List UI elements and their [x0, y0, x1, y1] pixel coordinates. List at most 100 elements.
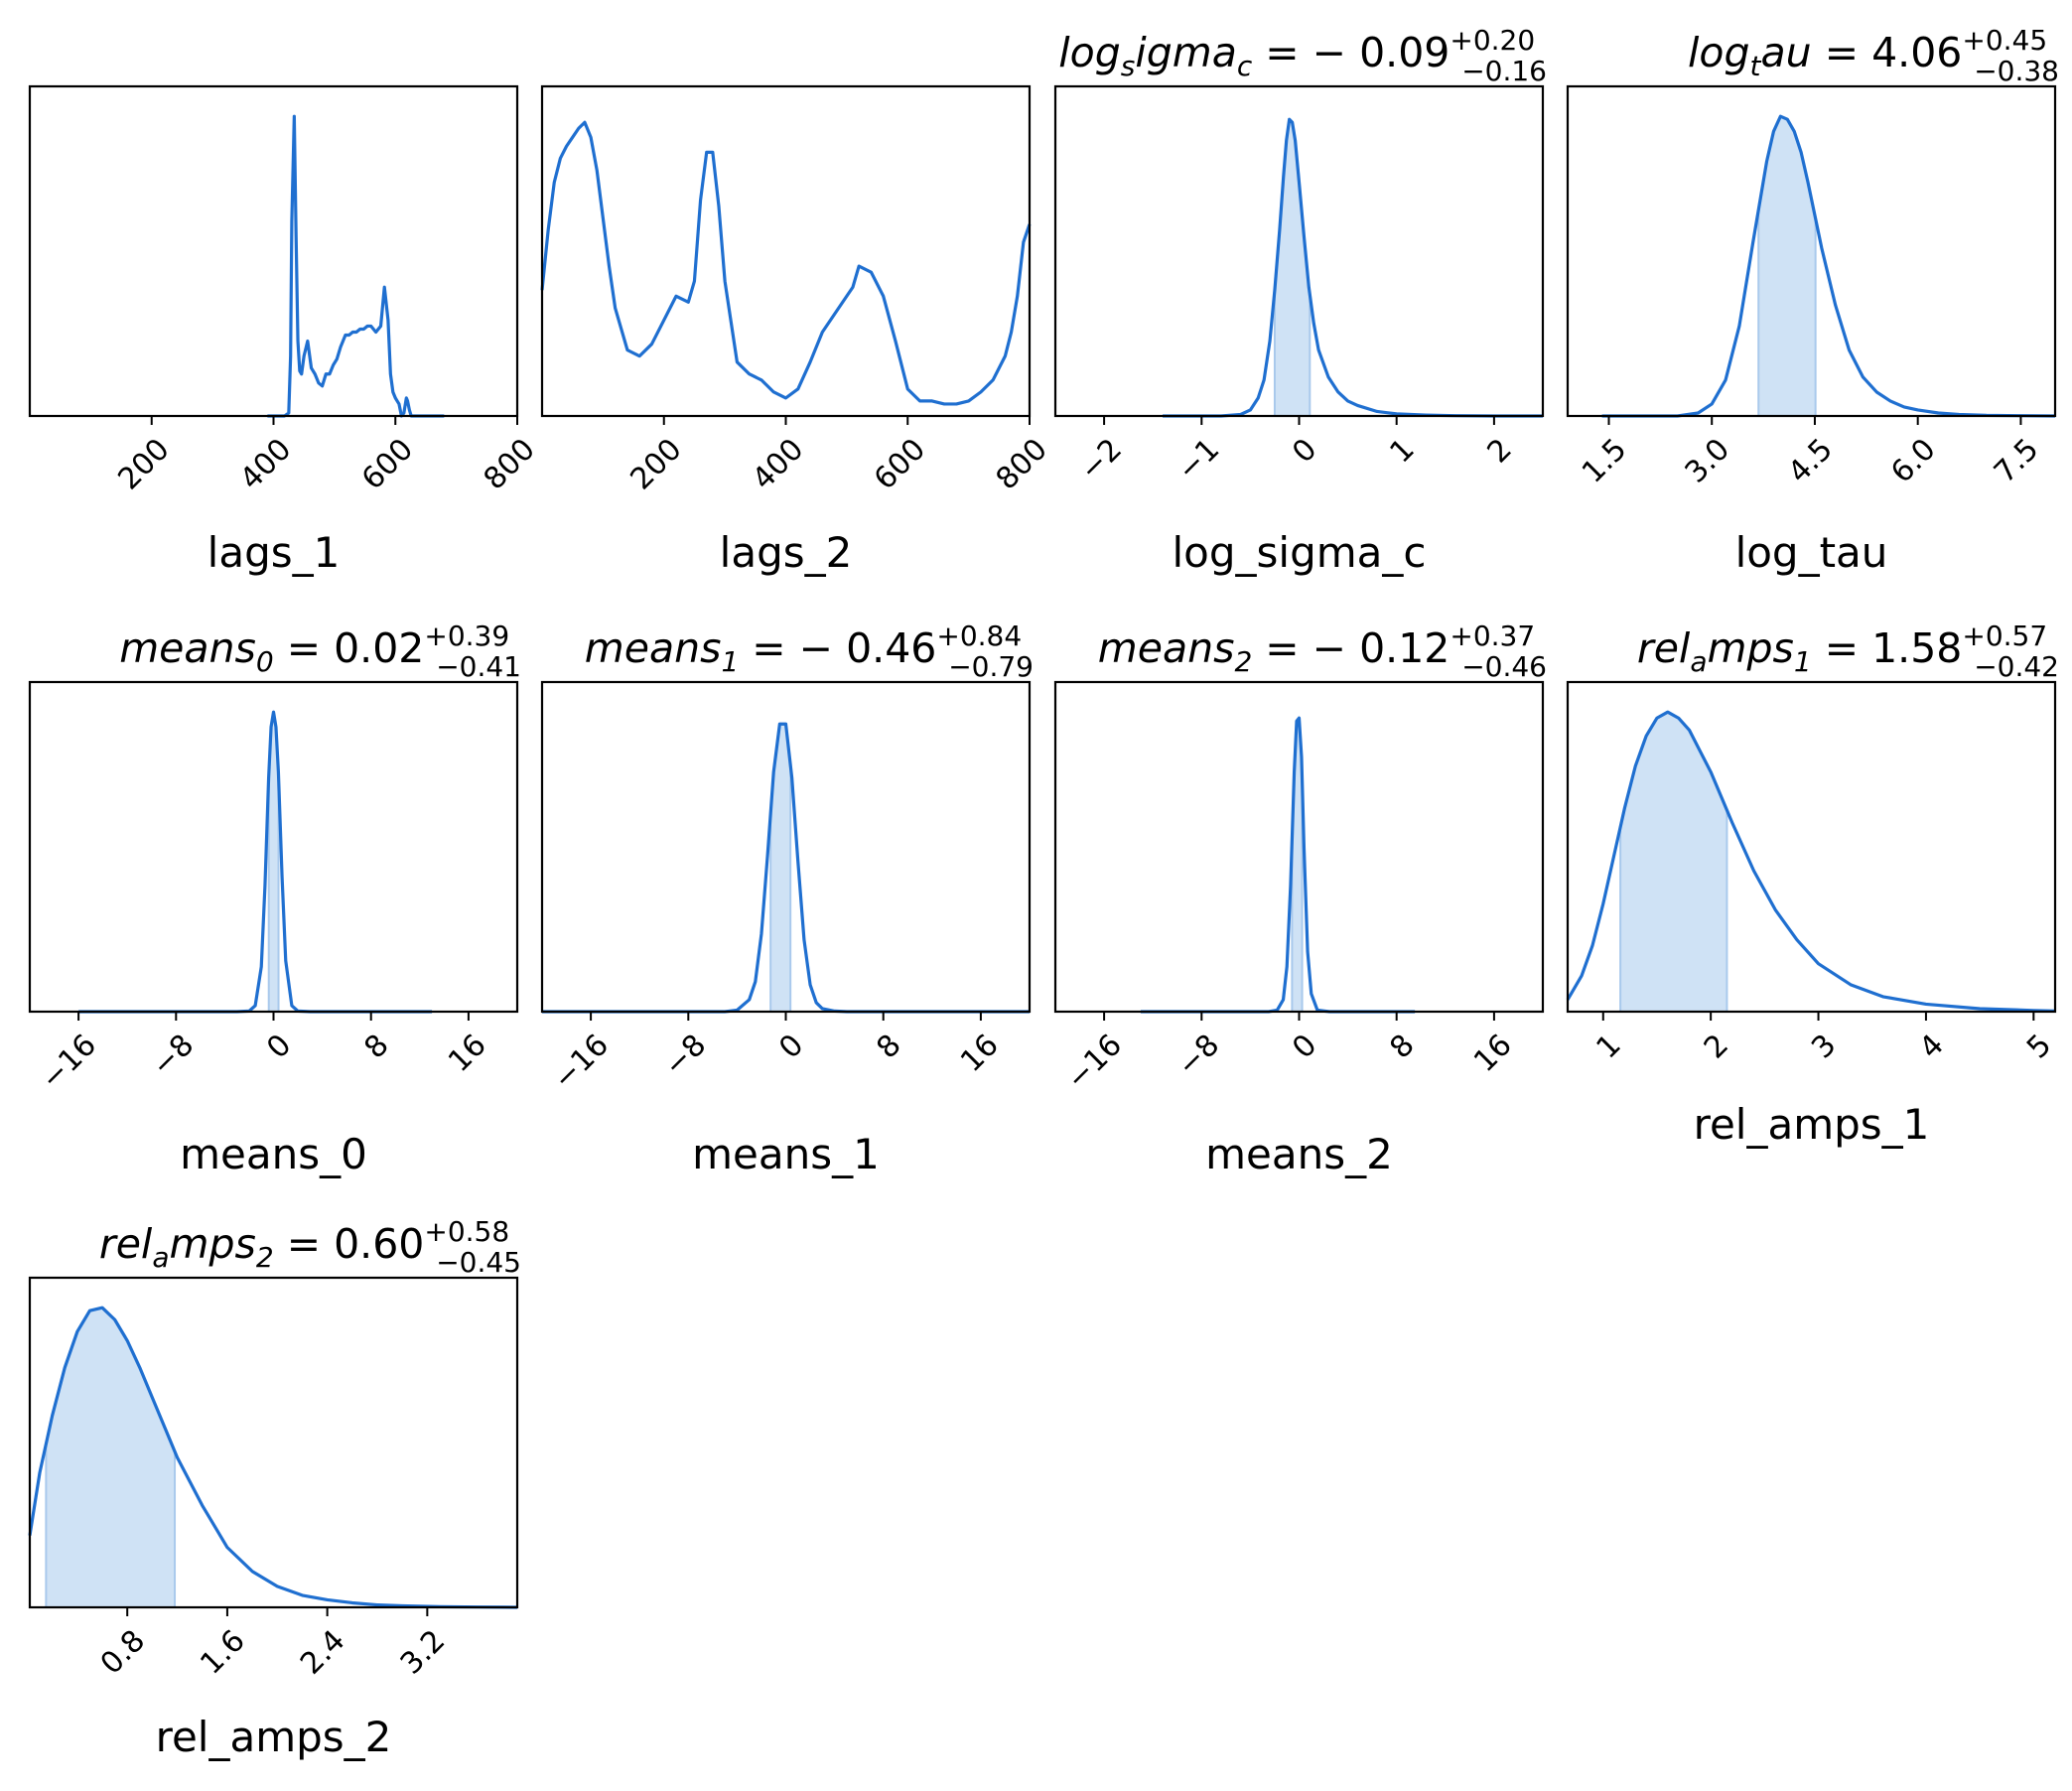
title-base: means — [1098, 624, 1235, 672]
title-value: = 0.02 — [274, 624, 425, 672]
x-axis-label-means_0: means_0 — [180, 1130, 367, 1178]
x-tick-label-rel_amps_1: 3 — [1805, 1028, 1843, 1065]
panel-title-means_0: means0 = 0.02+0.39 −0.41 — [119, 620, 521, 683]
title-base: means — [119, 624, 256, 672]
x-tick-label-log_tau: 7.5 — [1988, 432, 2045, 489]
x-tick-label-means_0: −8 — [145, 1028, 201, 1083]
x-axis-label-means_1: means_1 — [692, 1130, 880, 1178]
title-base: means — [585, 624, 722, 672]
panel-means_1: −16 −8 0 8 16 means_1 means1 = − 0.46+0.84 −0.7… — [540, 620, 1034, 1178]
axes-frame-lags_1 — [28, 84, 519, 418]
x-tick-label-means_0: 8 — [357, 1028, 395, 1065]
credible-band-means_1 — [770, 724, 791, 1012]
x-tick-label-log_sigma_c: 1 — [1383, 432, 1421, 470]
panel-title-log_sigma_c: logsigmac = − 0.09+0.20 −0.16 — [1058, 24, 1547, 87]
x-tick-label-means_1: −16 — [547, 1028, 617, 1097]
density-line-rel_amps_1 — [1566, 710, 2056, 1013]
title-subscript: a — [1690, 645, 1707, 678]
x-tick-label-means_2: 8 — [1383, 1028, 1421, 1065]
panel-lags_1: 200 400 600 800 lags_1 — [28, 84, 542, 577]
x-axis-label-means_2: means_2 — [1205, 1130, 1393, 1178]
x-tick-label-log_tau: 4.5 — [1781, 432, 1839, 489]
panel-means_2: −16 −8 0 8 16 means_2 means2 = − 0.12+0.37 −0.4… — [1053, 620, 1547, 1178]
title-rest: mps — [170, 1220, 256, 1268]
x-tick-label-rel_amps_2: 0.8 — [94, 1623, 152, 1681]
density-line-means_0 — [78, 710, 433, 1014]
x-tick-label-means_2: 16 — [1467, 1028, 1519, 1079]
x-axis-label-log_tau: log_tau — [1735, 528, 1888, 577]
title-err-down: −0.41 — [436, 650, 521, 683]
title-base: rel — [99, 1220, 153, 1268]
credible-band-log_tau — [1758, 116, 1816, 416]
credible-band-rel_amps_2 — [46, 1308, 176, 1607]
title-subscript: t — [1750, 50, 1762, 82]
density-line-log_tau — [1601, 114, 2056, 418]
axes-frame-lags_2 — [540, 84, 1032, 418]
x-tick-label-log_sigma_c: −1 — [1171, 432, 1226, 487]
title-err-up: +0.45 — [1962, 24, 2047, 57]
x-axis-label-rel_amps_1: rel_amps_1 — [1694, 1100, 1930, 1149]
title-err-down: −0.79 — [948, 650, 1034, 683]
panel-title-log_tau: logtau = 4.06+0.45 −0.38 — [1688, 24, 2059, 87]
x-axis-label-lags_2: lags_2 — [720, 528, 853, 577]
x-tick-label-log_tau: 6.0 — [1884, 432, 1942, 489]
title-err-down: −0.46 — [1461, 650, 1547, 683]
density-line-rel_amps_2 — [28, 1306, 518, 1609]
title-subscript: a — [152, 1241, 169, 1274]
x-tick-label-log_sigma_c: −2 — [1073, 432, 1129, 487]
density-line-means_1 — [542, 722, 1030, 1014]
x-tick-label-lags_2: 200 — [623, 432, 688, 496]
axes-frame-rel_amps_2 — [28, 1276, 519, 1609]
title-subscript-2: 2 — [256, 1241, 274, 1274]
x-tick-label-means_1: −8 — [657, 1028, 713, 1083]
x-tick-label-means_0: −16 — [35, 1028, 104, 1097]
x-tick-label-lags_2: 800 — [990, 432, 1054, 496]
x-tick-label-means_0: 16 — [442, 1028, 493, 1079]
x-tick-label-rel_amps_2: 2.4 — [294, 1623, 351, 1681]
panel-log_tau: 1.5 3.0 4.5 6.0 7.5 log_tau logtau = 4.06+0.45… — [1566, 24, 2059, 577]
title-err-up: +0.58 — [424, 1215, 509, 1248]
x-axis-label-lags_1: lags_1 — [207, 528, 341, 577]
title-rest: au — [1761, 29, 1812, 76]
x-axis-label-rel_amps_2: rel_amps_2 — [156, 1713, 392, 1761]
panel-title-rel_amps_1: relamps1 = 1.58+0.57 −0.42 — [1637, 620, 2059, 683]
x-tick-label-means_2: 0 — [1286, 1028, 1323, 1065]
axes-frame-rel_amps_1 — [1566, 680, 2057, 1014]
title-value: = 0.60 — [274, 1220, 425, 1268]
title-value: = 1.58 — [1812, 624, 1963, 672]
title-err-up: +0.39 — [424, 620, 509, 652]
x-tick-label-means_2: −8 — [1171, 1028, 1226, 1083]
title-err-down: −0.42 — [1974, 650, 2059, 683]
title-value: = 4.06 — [1812, 29, 1963, 76]
density-line-lags_2 — [540, 120, 1032, 406]
x-tick-label-means_1: 0 — [772, 1028, 810, 1065]
x-tick-label-means_1: 16 — [954, 1028, 1006, 1079]
title-err-up: +0.57 — [1962, 620, 2047, 652]
x-tick-label-lags_1: 200 — [111, 432, 176, 496]
axes-frame-log_tau — [1566, 84, 2057, 418]
panel-log_sigma_c: −2 −1 0 1 2 log_sigma_c logsigmac = − 0.09+0.2… — [1053, 24, 1547, 577]
title-value: = − 0.09 — [1252, 29, 1450, 76]
title-subscript: 1 — [721, 645, 739, 678]
density-line-log_sigma_c — [1163, 117, 1543, 418]
x-tick-label-rel_amps_1: 5 — [2020, 1028, 2058, 1065]
title-rest: igma — [1135, 29, 1236, 76]
title-err-up: +0.84 — [936, 620, 1022, 652]
x-tick-label-log_tau: 1.5 — [1576, 432, 1633, 489]
title-base: log — [1058, 29, 1121, 76]
title-base: rel — [1637, 624, 1691, 672]
density-line-means_2 — [1140, 716, 1416, 1014]
title-subscript-2: 1 — [1794, 645, 1812, 678]
credible-band-rel_amps_1 — [1620, 712, 1727, 1012]
title-value: = − 0.46 — [739, 624, 936, 672]
panel-title-means_1: means1 = − 0.46+0.84 −0.79 — [585, 620, 1034, 683]
title-err-down: −0.45 — [436, 1246, 521, 1279]
credible-band-log_sigma_c — [1274, 119, 1311, 416]
x-axis-label-log_sigma_c: log_sigma_c — [1173, 528, 1427, 577]
x-tick-label-means_1: 8 — [870, 1028, 907, 1065]
title-subscript: 0 — [256, 645, 274, 678]
